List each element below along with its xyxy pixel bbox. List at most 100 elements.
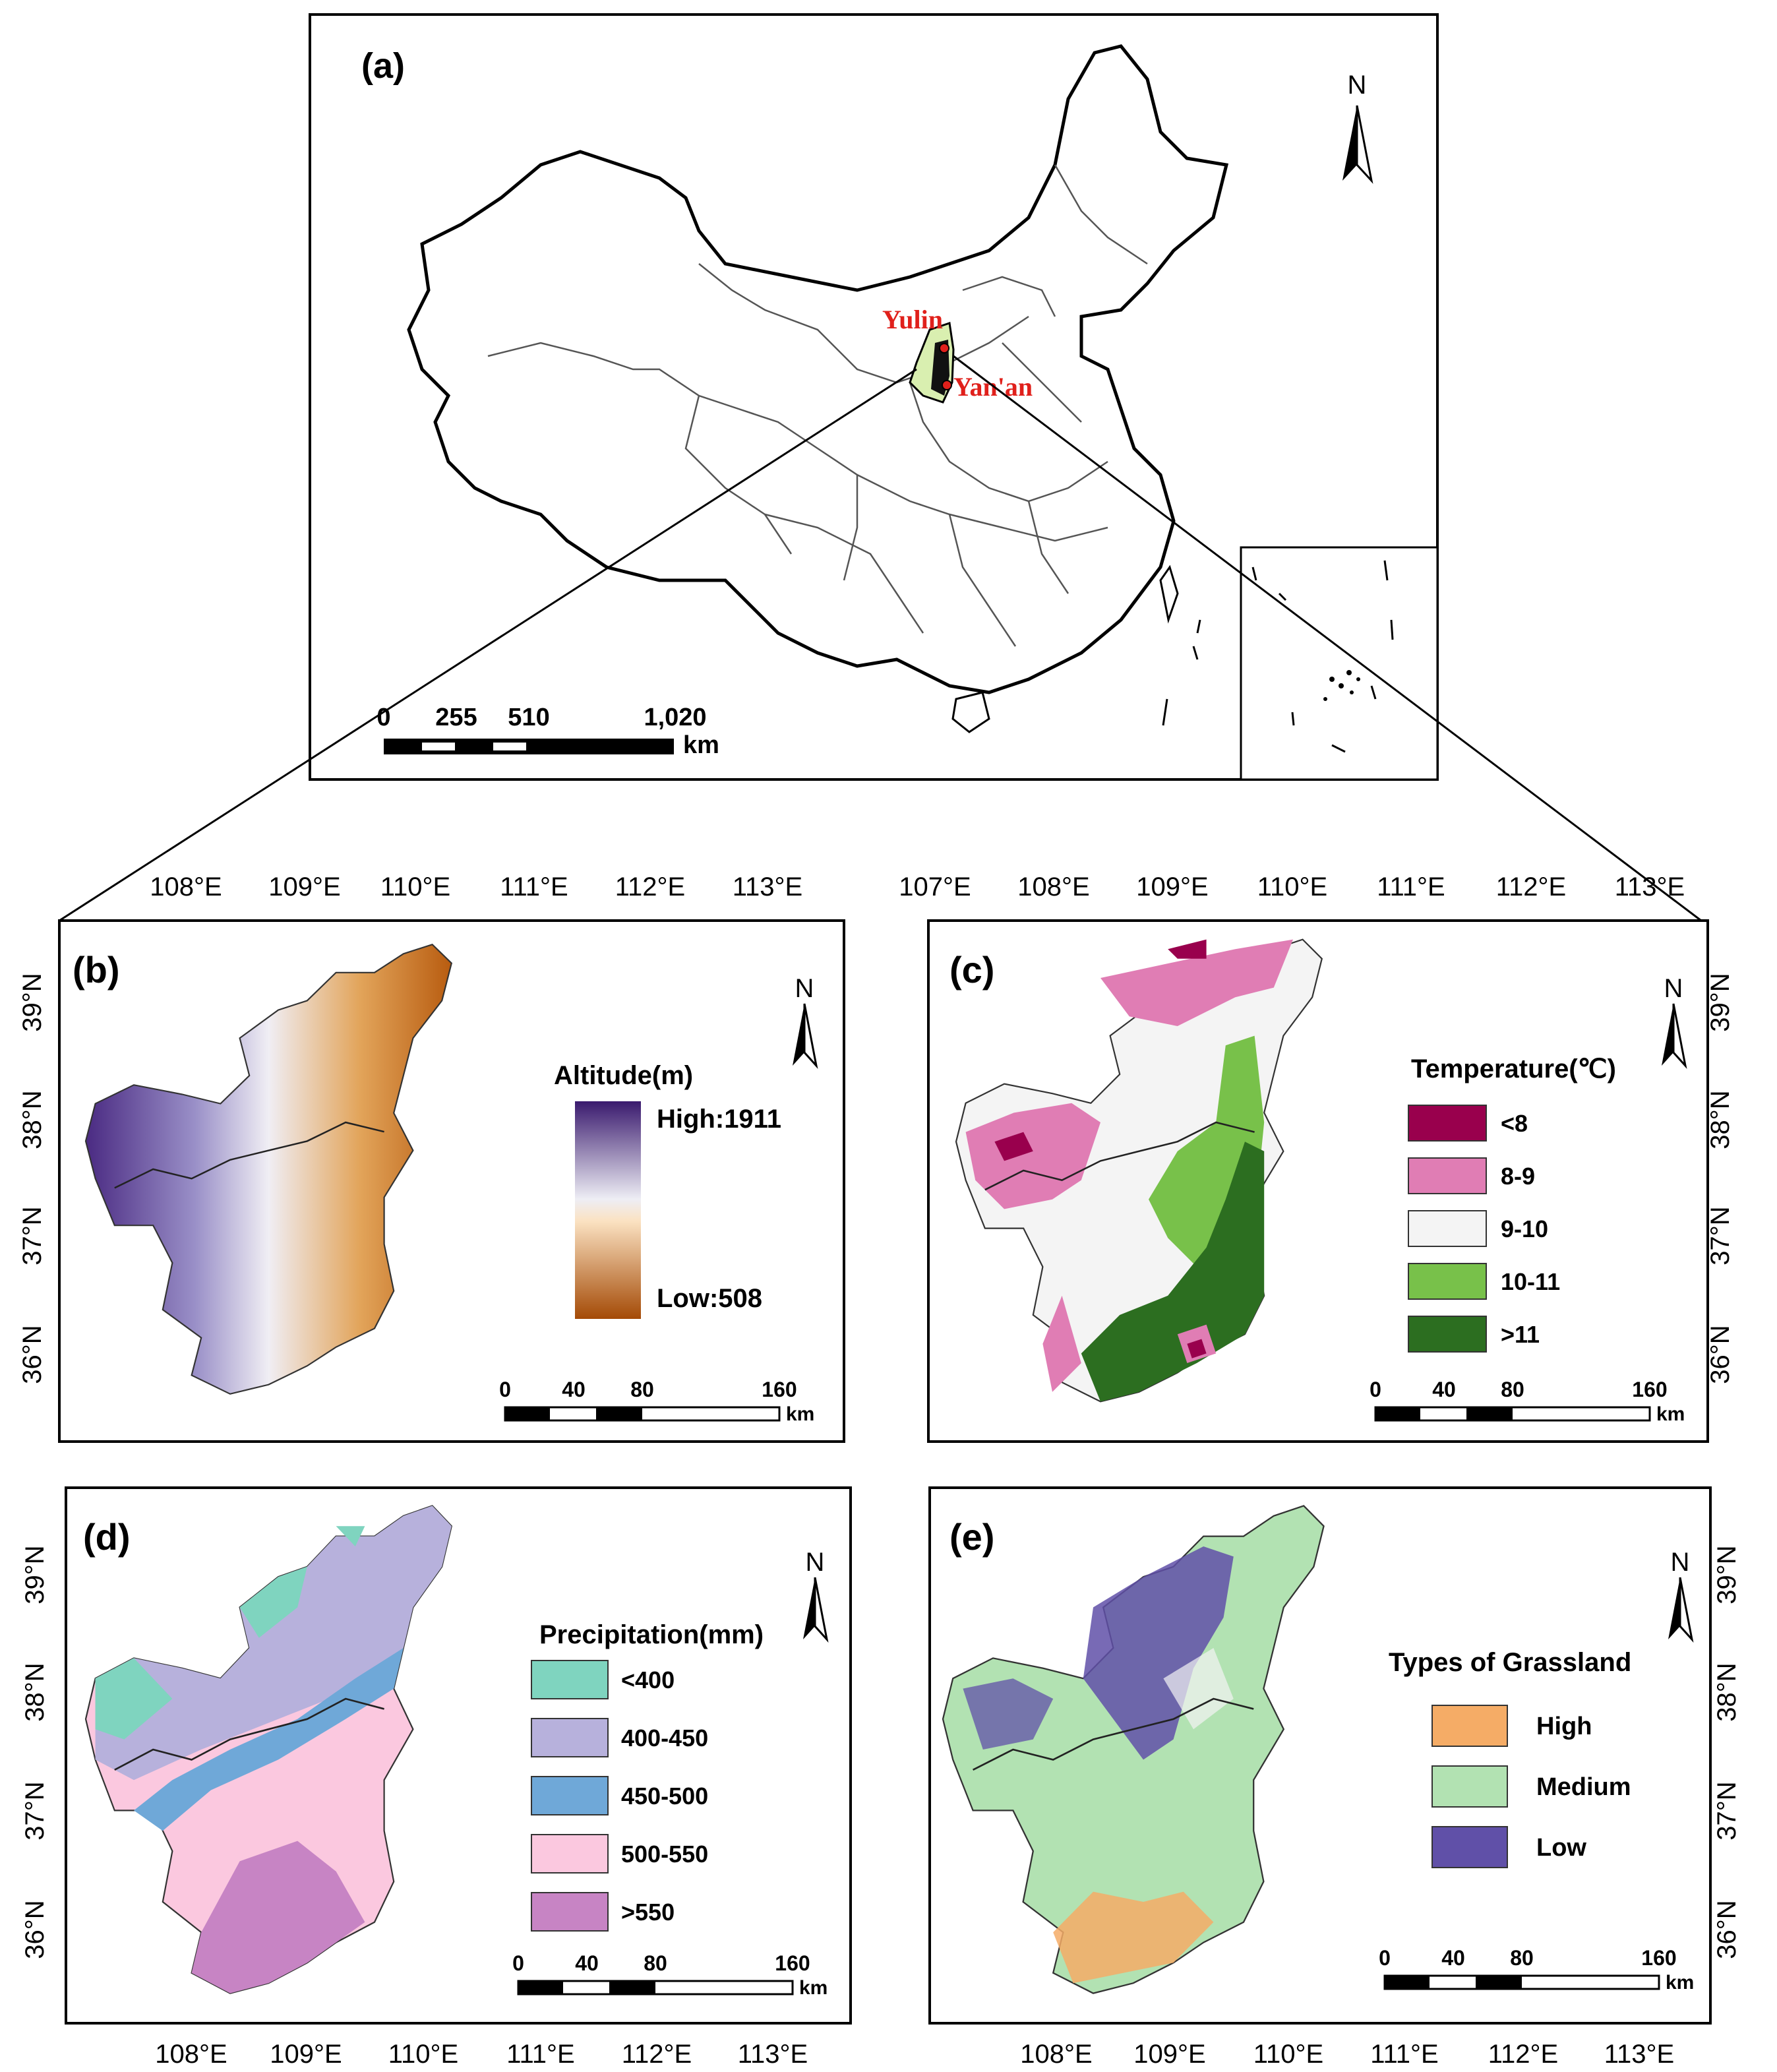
- lon-d-4: 111°E: [506, 2040, 574, 2069]
- lat-e-2: 38°N: [1712, 1662, 1741, 1721]
- legend-b-high: High:1911: [657, 1105, 781, 1134]
- panel-e-label: (e): [949, 1516, 994, 1558]
- lat-b-3: 37°N: [18, 1206, 47, 1265]
- lon-b-2: 109°E: [268, 872, 340, 901]
- legend-c-swatch-5: [1408, 1316, 1487, 1353]
- lat-c-3: 37°N: [1706, 1206, 1735, 1265]
- lon-b-6: 113°E: [733, 872, 802, 901]
- lon-b-1: 108°E: [150, 872, 222, 901]
- scale-a-unit: km: [683, 731, 719, 759]
- legend-e-swatch-3: [1431, 1826, 1508, 1868]
- north-arrow-b: N: [793, 974, 818, 1070]
- lon-e-6: 113°E: [1604, 2040, 1674, 2069]
- panel-d-label: (d): [83, 1516, 131, 1558]
- legend-d-item-5: >550: [621, 1899, 675, 1926]
- legend-c-item-2: 8-9: [1501, 1163, 1535, 1190]
- lon-c-7: 113°E: [1615, 872, 1685, 901]
- panel-b-label: (b): [73, 949, 120, 990]
- altitude-map: [86, 944, 452, 1394]
- legend-e-item-3: Low: [1536, 1834, 1586, 1862]
- grassland-map: [943, 1506, 1324, 1993]
- legend-d-item-3: 450-500: [621, 1783, 708, 1810]
- legend-c-item-3: 9-10: [1501, 1215, 1548, 1242]
- scale-a-tick-1: 255: [435, 704, 477, 731]
- legend-c: <8 8-9 9-10 10-11 >11: [1408, 1105, 1560, 1353]
- lat-d-1: 39°N: [20, 1545, 49, 1604]
- lon-b-3: 110°E: [380, 872, 450, 901]
- scale-e-tick-1: 40: [1441, 1946, 1465, 1970]
- legend-c-item-5: >11: [1501, 1321, 1540, 1348]
- lon-c-2: 108°E: [1017, 872, 1089, 901]
- lon-e-1: 108°E: [1020, 2040, 1092, 2069]
- legend-c-item-1: <8: [1501, 1110, 1528, 1137]
- legend-e: High Medium Low: [1431, 1705, 1631, 1868]
- legend-c-title: Temperature(℃): [1411, 1054, 1616, 1083]
- north-label-d: N: [806, 1548, 825, 1577]
- scale-c-tick-3: 160: [1632, 1378, 1667, 1401]
- legend-d-swatch-1: [531, 1660, 609, 1699]
- legend-c-swatch-4: [1408, 1263, 1487, 1300]
- lat-b-1: 39°N: [18, 973, 47, 1031]
- panel-d: (d) N Precipitation(mm) <400 400-450 450…: [65, 1486, 852, 2025]
- north-label-b: N: [795, 974, 814, 1003]
- zoom-connectors: [59, 355, 1702, 922]
- province-borders: [487, 164, 1148, 647]
- legend-e-swatch-2: [1431, 1765, 1508, 1808]
- scale-b-unit: km: [786, 1403, 814, 1425]
- scale-d-tick-1: 40: [575, 1951, 599, 1975]
- scale-d-tick-2: 80: [644, 1951, 667, 1975]
- scale-d-tick-0: 0: [512, 1951, 524, 1975]
- scale-c-tick-1: 40: [1432, 1378, 1456, 1401]
- north-arrow-a: N: [1342, 71, 1373, 184]
- scale-c-tick-0: 0: [1370, 1378, 1381, 1401]
- yulin-dot: [939, 343, 949, 353]
- scale-b-tick-2: 80: [630, 1378, 654, 1401]
- legend-d-swatch-5: [531, 1892, 609, 1932]
- panel-a-label: (a): [361, 46, 405, 86]
- nine-dash-line: [1162, 560, 1394, 753]
- scale-bar-d: 0 40 80 160 km: [512, 1951, 828, 1999]
- lon-d-1: 108°E: [155, 2040, 227, 2069]
- lat-d-3: 37°N: [20, 1781, 49, 1840]
- scale-b-tick-0: 0: [499, 1378, 511, 1401]
- taiwan-island: [1159, 564, 1179, 624]
- lat-c-4: 36°N: [1706, 1325, 1735, 1384]
- scale-bar-c: 0 40 80 160 km: [1370, 1378, 1685, 1425]
- lon-d-3: 110°E: [388, 2040, 458, 2069]
- lon-c-5: 111°E: [1377, 872, 1445, 901]
- altitude-color-ramp: [575, 1101, 641, 1319]
- legend-d-item-4: 500-550: [621, 1841, 708, 1868]
- scale-e-unit: km: [1666, 1972, 1694, 1994]
- city-yulin: Yulin: [882, 305, 943, 334]
- islands-inset: [1323, 670, 1360, 701]
- lon-d-2: 109°E: [270, 2040, 342, 2069]
- lat-b-4: 36°N: [18, 1325, 47, 1384]
- legend-d: <400 400-450 450-500 500-550 >550: [531, 1660, 708, 1932]
- legend-c-swatch-2: [1408, 1157, 1487, 1194]
- legend-d-title: Precipitation(mm): [539, 1620, 764, 1649]
- north-label-e: N: [1671, 1548, 1690, 1577]
- legend-c-swatch-1: [1408, 1105, 1487, 1142]
- lat-b-2: 38°N: [18, 1090, 47, 1149]
- panel-a: (a) Yulin Yan'an: [309, 13, 1439, 781]
- scale-c-unit: km: [1656, 1403, 1685, 1425]
- lat-e-4: 36°N: [1712, 1900, 1741, 1959]
- scale-d-unit: km: [799, 1977, 828, 1999]
- hainan-island: [951, 691, 990, 733]
- lon-d-6: 113°E: [738, 2040, 808, 2069]
- legend-e-item-2: Medium: [1536, 1773, 1631, 1801]
- scale-a-tick-3: 1,020: [644, 704, 706, 731]
- panel-b-frame: [58, 919, 845, 1443]
- panel-c-frame: [927, 919, 1709, 1443]
- scale-bar-e: 0 40 80 160 km: [1379, 1946, 1694, 1994]
- lon-c-1: 107°E: [899, 872, 971, 901]
- lon-c-3: 109°E: [1136, 872, 1208, 901]
- legend-d-swatch-4: [531, 1834, 609, 1874]
- lon-b-5: 112°E: [615, 872, 685, 901]
- china-map: [407, 44, 1229, 694]
- temperature-map: [956, 940, 1322, 1402]
- lat-e-3: 37°N: [1712, 1781, 1741, 1840]
- lon-e-3: 110°E: [1253, 2040, 1323, 2069]
- panel-c-label: (c): [949, 949, 994, 990]
- north-arrow-d: N: [803, 1548, 829, 1643]
